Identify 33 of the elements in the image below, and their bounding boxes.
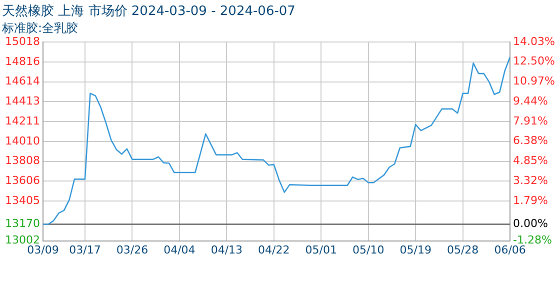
y-tick-label: 13405 — [4, 194, 40, 207]
y-tick-label: 15018 — [4, 34, 40, 48]
x-tick-label: 04/04 — [164, 243, 196, 256]
y2-tick-label: 7.91% — [513, 114, 548, 128]
x-tick-label: 05/28 — [446, 243, 479, 256]
y2-tick-label: 12.50% — [513, 54, 556, 68]
y-tick-label: 13808 — [4, 154, 40, 168]
y2-tick-label: 14.03% — [513, 34, 556, 48]
x-tick-label: 05/01 — [305, 243, 337, 256]
y-tick-label: 14413 — [4, 94, 40, 108]
y2-tick-label: 6.38% — [513, 134, 548, 148]
y2-tick-label: 4.85% — [513, 154, 548, 168]
y-tick-label: 13606 — [4, 174, 40, 188]
y-tick-label: 13170 — [4, 217, 40, 230]
chart-title: 天然橡胶 上海 市场价 2024-03-09 - 2024-06-07 — [2, 4, 296, 20]
y-tick-label: 14010 — [4, 134, 40, 148]
x-tick-label: 03/09 — [27, 243, 59, 256]
x-tick-label: 06/06 — [494, 243, 526, 256]
y2-tick-label: 1.79% — [513, 194, 548, 207]
x-tick-label: 04/13 — [210, 243, 243, 256]
x-tick-label: 05/19 — [400, 243, 432, 256]
x-tick-label: 03/17 — [69, 243, 101, 256]
y2-tick-label: 3.32% — [513, 174, 548, 187]
y-tick-label: 14211 — [4, 114, 40, 128]
y-tick-label: 14816 — [4, 54, 40, 68]
chart-subtitle: 标准胶:全乳胶 — [1, 20, 78, 35]
x-tick-label: 04/22 — [258, 243, 290, 256]
y-tick-label: 14614 — [4, 74, 40, 88]
x-tick-label: 05/10 — [352, 243, 384, 256]
x-tick-label: 03/26 — [116, 243, 148, 256]
y2-tick-label: 9.44% — [513, 94, 548, 108]
y2-tick-label: 0.00% — [513, 217, 548, 230]
y2-tick-label: 10.97% — [513, 74, 556, 88]
